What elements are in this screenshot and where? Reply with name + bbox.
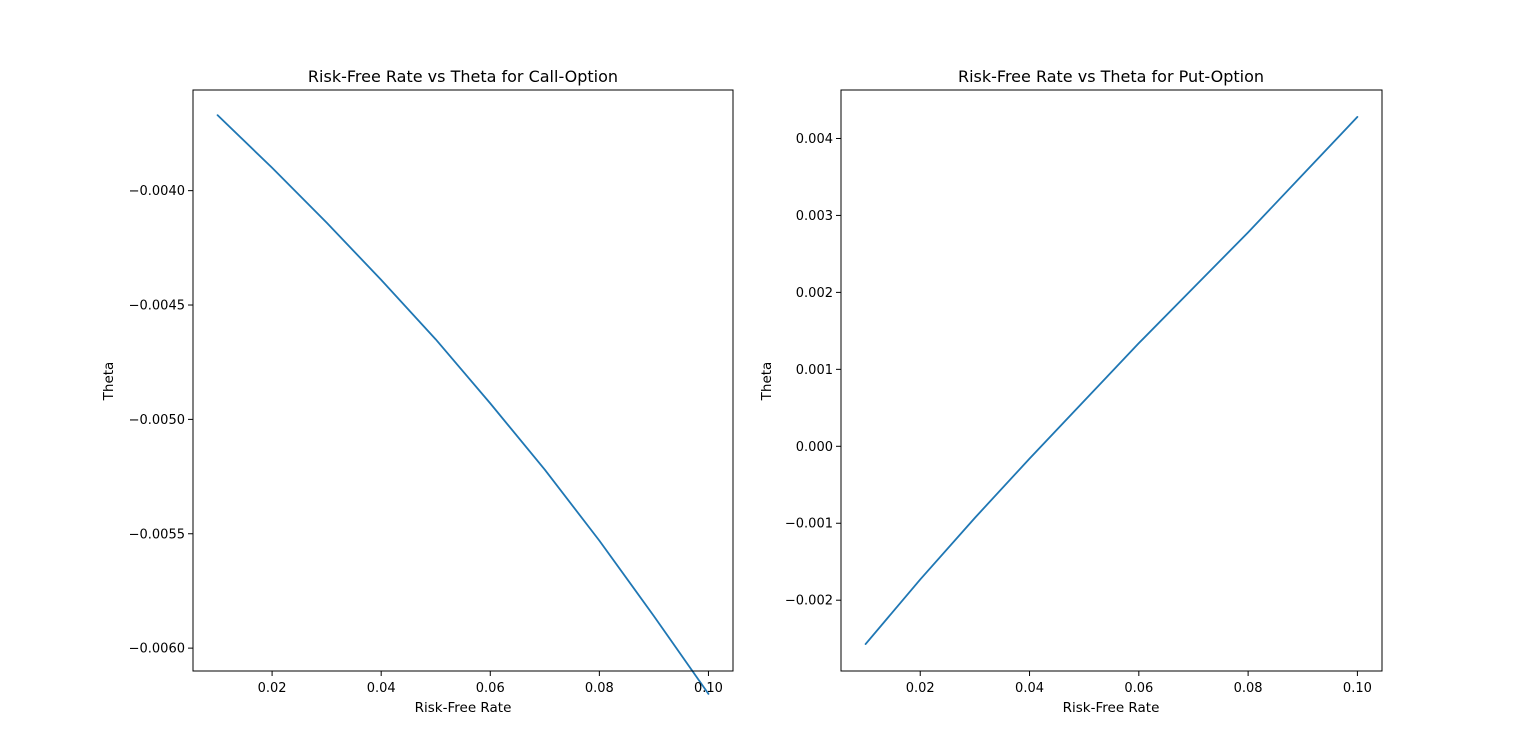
x-axis-label-call: Risk-Free Rate	[415, 700, 512, 716]
y-axis-label-call: Theta	[101, 362, 117, 402]
series-line-put	[864, 116, 1359, 645]
y-tick-label-call: −0.0045	[129, 299, 185, 314]
y-tick-label-put: 0.000	[796, 440, 833, 455]
x-tick-label-call: 0.06	[476, 681, 505, 696]
plot-area-call: 0.02 0.04 0.06 0.08 0.10 −0.0040 −0.0045 −0.005…	[129, 89, 734, 696]
y-tick-label-put: 0.001	[796, 363, 833, 378]
y-tick-label-put: −0.002	[785, 594, 833, 609]
y-tick-label-call: −0.0055	[129, 527, 185, 542]
chart-call-option: Risk-Free Rate vs Theta for Call-Option …	[101, 67, 734, 716]
plot-area-put: 0.02 0.04 0.06 0.08 0.10 0.004 0.003 0.002 0.001…	[785, 89, 1383, 696]
x-axis-label-put: Risk-Free Rate	[1063, 700, 1160, 716]
y-tick-label-call: −0.0060	[129, 642, 185, 657]
axes-frame-put	[840, 89, 1383, 672]
x-tick-label-call: 0.10	[694, 681, 723, 696]
chart-title-call: Risk-Free Rate vs Theta for Call-Option	[308, 67, 618, 86]
x-tick-label-put: 0.08	[1234, 681, 1263, 696]
y-axis-label-put: Theta	[759, 362, 775, 402]
y-tick-label-put: −0.001	[785, 517, 833, 532]
x-tick-label-put: 0.02	[906, 681, 935, 696]
x-tick-label-call: 0.04	[367, 681, 396, 696]
y-tick-label-put: 0.004	[796, 132, 833, 147]
x-tick-label-call: 0.08	[585, 681, 614, 696]
chart-put-option: Risk-Free Rate vs Theta for Put-Option R…	[759, 67, 1383, 716]
chart-title-put: Risk-Free Rate vs Theta for Put-Option	[958, 67, 1264, 86]
y-tick-label-call: −0.0050	[129, 413, 185, 428]
axes-frame-call	[192, 89, 734, 672]
series-line-call	[216, 114, 710, 695]
x-tick-label-put: 0.04	[1015, 681, 1044, 696]
x-tick-label-call: 0.02	[258, 681, 287, 696]
y-tick-label-put: 0.002	[796, 286, 833, 301]
x-tick-label-put: 0.10	[1343, 681, 1372, 696]
y-tick-label-call: −0.0040	[129, 184, 185, 199]
x-tick-label-put: 0.06	[1124, 681, 1153, 696]
y-tick-label-put: 0.003	[796, 209, 833, 224]
